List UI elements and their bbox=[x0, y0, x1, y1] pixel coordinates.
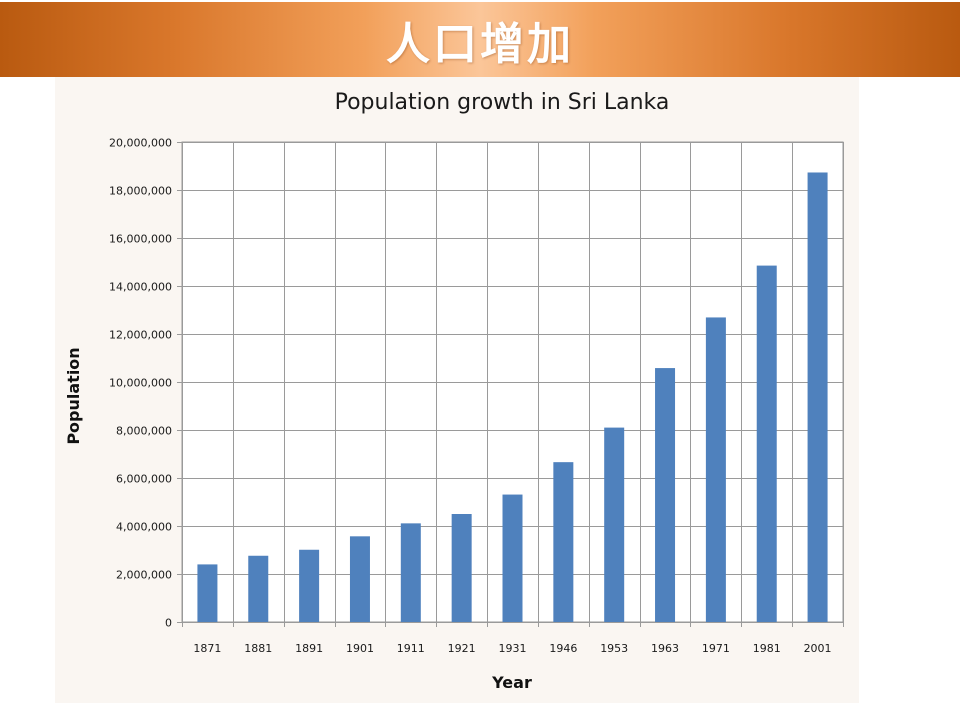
y-tick-label: 16,000,000 bbox=[109, 233, 172, 246]
bar-2001 bbox=[807, 172, 828, 622]
x-tick-label: 1921 bbox=[448, 642, 476, 655]
y-axis-ticks: 0 2,000,000 4,000,000 6,000,000 8,000,000 10,… bbox=[109, 137, 172, 630]
y-tick-label: 6,000,000 bbox=[116, 473, 172, 486]
population-bar-chart: Population growth in Sri Lanka 0 2,000,00… bbox=[64, 90, 844, 692]
x-tick-label: 1901 bbox=[346, 642, 374, 655]
bar-1911 bbox=[400, 523, 421, 622]
x-tick-label: 1891 bbox=[295, 642, 323, 655]
y-tick-label: 18,000,000 bbox=[109, 185, 172, 198]
x-tick-label: 1971 bbox=[702, 642, 730, 655]
banner-title: 人口增加 bbox=[386, 18, 574, 70]
bar-1921 bbox=[451, 514, 472, 622]
title-banner: 人口增加 bbox=[0, 2, 960, 77]
x-tick-label: 1871 bbox=[193, 642, 221, 655]
y-tick-label: 0 bbox=[165, 617, 172, 630]
y-tick-label: 8,000,000 bbox=[116, 425, 172, 438]
x-tick-label: 1953 bbox=[600, 642, 628, 655]
y-tick-label: 14,000,000 bbox=[109, 281, 172, 294]
x-tick-label: 1931 bbox=[499, 642, 527, 655]
x-tick-label: 1946 bbox=[549, 642, 577, 655]
bar-layer bbox=[197, 172, 828, 622]
bar-1971 bbox=[705, 317, 726, 622]
chart-title: Population growth in Sri Lanka bbox=[335, 90, 670, 115]
x-tick-label: 1981 bbox=[753, 642, 781, 655]
bar-1901 bbox=[349, 536, 370, 622]
y-tick-label: 4,000,000 bbox=[116, 521, 172, 534]
bar-1881 bbox=[248, 555, 269, 622]
bar-1891 bbox=[299, 549, 320, 622]
bar-1963 bbox=[655, 368, 676, 622]
y-tick-label: 2,000,000 bbox=[116, 569, 172, 582]
x-tick-label: 2001 bbox=[804, 642, 832, 655]
grid-layer bbox=[177, 142, 844, 627]
bar-1931 bbox=[502, 494, 523, 622]
x-tick-label: 1963 bbox=[651, 642, 679, 655]
y-tick-label: 10,000,000 bbox=[109, 377, 172, 390]
bar-1981 bbox=[756, 265, 777, 622]
bar-1953 bbox=[604, 427, 625, 622]
x-axis-ticks: 1871 1881 1891 1901 1911 1921 1931 1946 1953 1963… bbox=[193, 642, 831, 655]
y-axis-label: Population bbox=[64, 347, 83, 444]
chart-panel: Population growth in Sri Lanka 0 2,000,00… bbox=[55, 77, 859, 703]
y-tick-label: 12,000,000 bbox=[109, 329, 172, 342]
bar-1946 bbox=[553, 462, 574, 622]
y-tick-label: 20,000,000 bbox=[109, 137, 172, 150]
x-tick-label: 1911 bbox=[397, 642, 425, 655]
x-axis-label: Year bbox=[491, 673, 532, 692]
bar-1871 bbox=[197, 564, 218, 622]
x-tick-label: 1881 bbox=[244, 642, 272, 655]
